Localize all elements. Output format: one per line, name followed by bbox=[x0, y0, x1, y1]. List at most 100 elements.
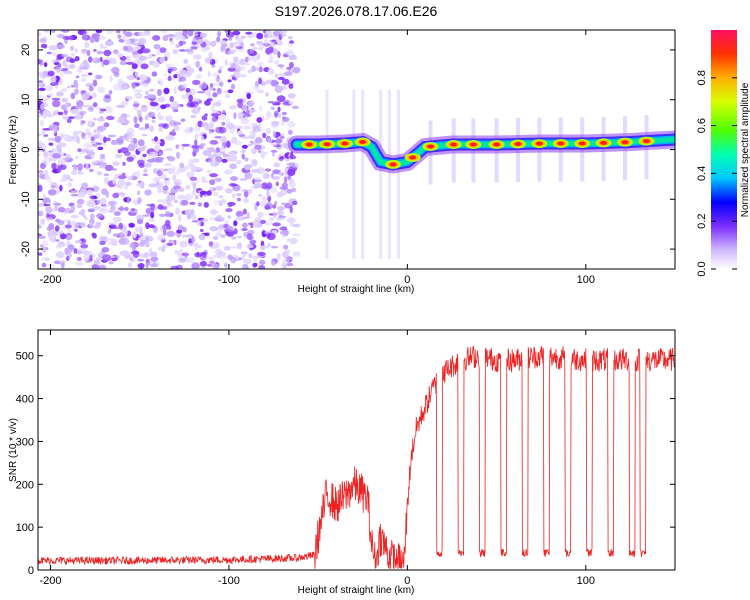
noise-blob bbox=[240, 74, 247, 78]
noise-blob bbox=[204, 57, 213, 64]
noise-blob bbox=[38, 113, 42, 118]
noise-blob bbox=[190, 46, 198, 50]
noise-blob bbox=[275, 181, 279, 187]
noise-blob bbox=[110, 168, 118, 171]
noise-blob bbox=[95, 30, 103, 34]
snr-y-ticks: 0 100 200 300 400 500 bbox=[16, 351, 675, 577]
noise-blob bbox=[252, 262, 258, 268]
noise-blob bbox=[86, 189, 93, 197]
noise-blob bbox=[231, 193, 236, 199]
noise-blob bbox=[221, 158, 228, 163]
noise-blob bbox=[199, 190, 208, 195]
noise-blob bbox=[113, 83, 122, 91]
noise-blob bbox=[291, 187, 297, 193]
noise-blob bbox=[189, 100, 199, 108]
noise-blob bbox=[166, 34, 175, 38]
noise-blob bbox=[74, 228, 78, 232]
noise-blob bbox=[117, 179, 126, 187]
noise-blob bbox=[267, 59, 274, 63]
noise-blob bbox=[91, 92, 97, 98]
noise-blob bbox=[277, 64, 285, 68]
noise-blob bbox=[212, 92, 218, 98]
noise-blob bbox=[162, 243, 168, 249]
noise-blob bbox=[75, 250, 83, 255]
noise-blob bbox=[272, 211, 278, 218]
noise-blob bbox=[46, 51, 52, 55]
noise-blob bbox=[39, 244, 44, 248]
noise-blob bbox=[234, 71, 242, 79]
noise-blob bbox=[196, 91, 206, 94]
noise-blob bbox=[170, 265, 179, 269]
noise-blob bbox=[70, 214, 79, 219]
noise-blob bbox=[211, 159, 216, 167]
noise-blob bbox=[183, 58, 189, 64]
noise-blob bbox=[211, 64, 216, 68]
noise-blob bbox=[88, 72, 93, 76]
noise-blob bbox=[147, 94, 157, 99]
noise-blob bbox=[254, 206, 258, 212]
noise-blob bbox=[53, 231, 58, 237]
noise-blob bbox=[93, 259, 101, 265]
noise-blob bbox=[231, 83, 235, 90]
noise-blob bbox=[48, 125, 58, 130]
ridge-streak bbox=[352, 89, 356, 260]
noise-blob bbox=[196, 167, 203, 171]
noise-blob bbox=[101, 126, 107, 130]
noise-blob bbox=[189, 176, 198, 181]
noise-blob bbox=[131, 51, 139, 55]
noise-blob bbox=[157, 96, 166, 103]
noise-blob bbox=[101, 247, 110, 253]
noise-blob bbox=[97, 86, 106, 93]
noise-blob bbox=[198, 83, 208, 89]
noise-blob bbox=[163, 87, 170, 95]
noise-blob bbox=[248, 253, 253, 259]
noise-blob bbox=[232, 41, 239, 48]
noise-blob bbox=[157, 234, 166, 241]
noise-blob bbox=[119, 60, 128, 66]
noise-blob bbox=[126, 156, 134, 162]
noise-blob bbox=[156, 79, 164, 82]
noise-blob bbox=[149, 101, 155, 107]
noise-blob bbox=[264, 151, 268, 155]
noise-blob bbox=[42, 246, 47, 253]
noise-blob bbox=[257, 61, 264, 67]
noise-blob bbox=[206, 264, 213, 267]
noise-blob bbox=[258, 122, 262, 130]
noise-blob bbox=[272, 169, 281, 175]
noise-blob bbox=[164, 163, 172, 167]
noise-blob bbox=[158, 127, 164, 132]
noise-blob bbox=[157, 185, 164, 191]
ridge-streak bbox=[361, 89, 365, 260]
noise-blob bbox=[246, 244, 254, 249]
noise-blob bbox=[84, 217, 88, 220]
noise-blob bbox=[84, 132, 93, 136]
noise-blob bbox=[256, 89, 264, 94]
noise-blob bbox=[243, 164, 253, 169]
noise-blob bbox=[226, 140, 231, 148]
noise-blob bbox=[271, 245, 279, 249]
y-tick-label: -20 bbox=[20, 241, 32, 257]
noise-blob bbox=[224, 220, 230, 226]
noise-blob bbox=[126, 196, 130, 204]
noise-blob bbox=[260, 82, 266, 87]
noise-blob bbox=[51, 30, 56, 34]
noise-blob bbox=[55, 225, 60, 232]
noise-blob bbox=[286, 262, 294, 267]
noise-blob bbox=[233, 125, 241, 130]
noise-blob bbox=[112, 233, 118, 237]
noise-blob bbox=[272, 48, 278, 55]
noise-blob bbox=[157, 89, 162, 96]
noise-blob bbox=[233, 56, 239, 64]
noise-blob bbox=[137, 110, 142, 118]
noise-blob bbox=[112, 161, 120, 166]
noise-blob bbox=[124, 184, 128, 190]
noise-blob bbox=[187, 257, 195, 263]
noise-blob bbox=[154, 144, 161, 152]
noise-blob bbox=[125, 61, 135, 65]
noise-blob bbox=[53, 202, 62, 206]
noise-blob bbox=[265, 202, 273, 210]
noise-blob bbox=[239, 66, 246, 71]
noise-blob bbox=[38, 252, 43, 256]
noise-blob bbox=[288, 178, 294, 184]
noise-blob bbox=[226, 151, 236, 156]
